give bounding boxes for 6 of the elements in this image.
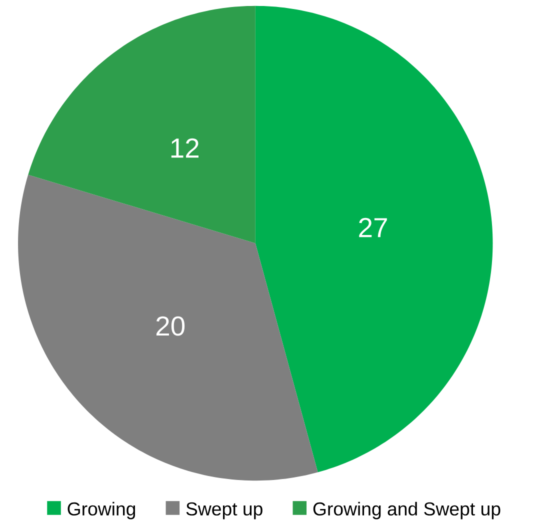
data-label: 27 [359, 218, 387, 238]
legend-label: Swept up [186, 502, 262, 520]
data-label: 12 [171, 138, 198, 158]
legend-label: Growing and Swept up [313, 502, 500, 520]
legend-label: Growing [68, 502, 136, 520]
data-label: 20 [156, 316, 185, 336]
